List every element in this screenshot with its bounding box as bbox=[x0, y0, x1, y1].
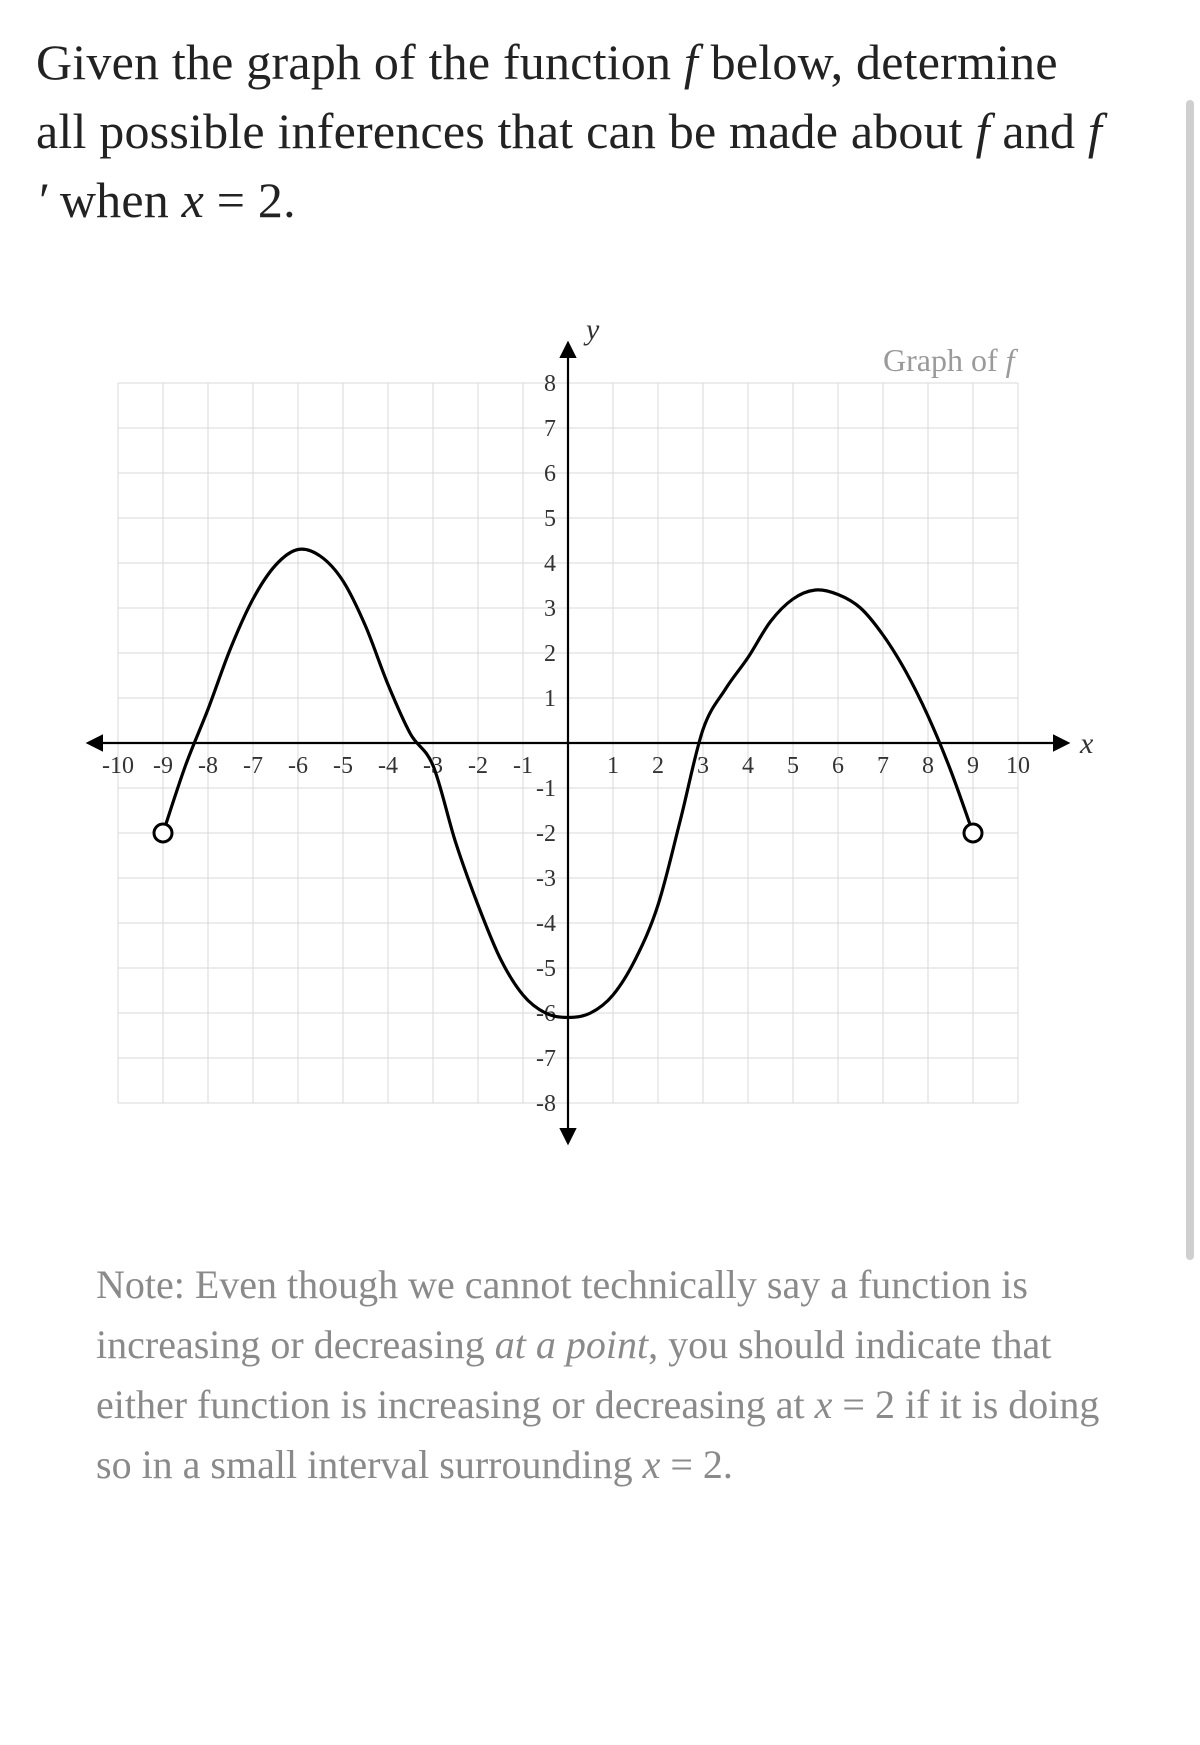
svg-text:5: 5 bbox=[787, 753, 799, 779]
q-val: 2 bbox=[258, 172, 283, 228]
svg-text:-8: -8 bbox=[198, 753, 218, 779]
note-x1: x bbox=[815, 1382, 833, 1427]
svg-text:7: 7 bbox=[544, 416, 556, 442]
scrollbar[interactable] bbox=[1186, 100, 1194, 1260]
q-text-3: when bbox=[47, 172, 182, 228]
svg-text:-1: -1 bbox=[513, 753, 533, 779]
note-val1: 2 bbox=[875, 1382, 895, 1427]
svg-text:6: 6 bbox=[544, 461, 556, 487]
svg-text:-2: -2 bbox=[536, 821, 556, 847]
graph-container: -10-9-8-7-6-5-4-3-2-112345678910-8-7-6-5… bbox=[36, 295, 1160, 1195]
svg-text:8: 8 bbox=[922, 753, 934, 779]
svg-text:9: 9 bbox=[967, 753, 979, 779]
svg-text:-10: -10 bbox=[102, 753, 134, 779]
svg-text:10: 10 bbox=[1006, 753, 1030, 779]
svg-text:-9: -9 bbox=[153, 753, 173, 779]
svg-text:-1: -1 bbox=[536, 776, 556, 802]
q-x: x bbox=[182, 172, 204, 228]
svg-text:2: 2 bbox=[544, 641, 556, 667]
graph-title: Graph of f bbox=[883, 342, 1019, 378]
svg-text:-7: -7 bbox=[536, 1046, 556, 1072]
q-text-1: Given the graph of the function bbox=[36, 34, 684, 90]
svg-text:3: 3 bbox=[697, 753, 709, 779]
svg-text:-6: -6 bbox=[288, 753, 308, 779]
svg-text:-3: -3 bbox=[536, 866, 556, 892]
svg-text:-7: -7 bbox=[243, 753, 263, 779]
note-text: Note: Even though we cannot technically … bbox=[36, 1255, 1160, 1495]
svg-text:-2: -2 bbox=[468, 753, 488, 779]
note-val2: 2 bbox=[703, 1442, 723, 1487]
q-f-2: f bbox=[976, 103, 990, 159]
note-period: . bbox=[723, 1442, 733, 1487]
svg-text:7: 7 bbox=[877, 753, 889, 779]
q-eq: = bbox=[204, 172, 258, 228]
question-text: Given the graph of the function f below,… bbox=[36, 28, 1160, 235]
y-axis-label: y bbox=[583, 313, 600, 346]
svg-text:-5: -5 bbox=[536, 956, 556, 982]
note-eq1: = bbox=[832, 1382, 875, 1427]
svg-text:3: 3 bbox=[544, 596, 556, 622]
svg-text:8: 8 bbox=[544, 371, 556, 397]
svg-text:6: 6 bbox=[832, 753, 844, 779]
svg-text:2: 2 bbox=[652, 753, 664, 779]
svg-text:4: 4 bbox=[742, 753, 754, 779]
svg-text:5: 5 bbox=[544, 506, 556, 532]
svg-text:1: 1 bbox=[607, 753, 619, 779]
q-period: . bbox=[283, 172, 296, 228]
svg-text:1: 1 bbox=[544, 686, 556, 712]
svg-text:-4: -4 bbox=[536, 911, 556, 937]
note-x2: x bbox=[643, 1442, 661, 1487]
function-graph: -10-9-8-7-6-5-4-3-2-112345678910-8-7-6-5… bbox=[48, 295, 1148, 1195]
page: Given the graph of the function f below,… bbox=[0, 0, 1200, 1745]
x-axis-label: x bbox=[1079, 727, 1094, 760]
svg-text:-4: -4 bbox=[378, 753, 398, 779]
svg-text:-5: -5 bbox=[333, 753, 353, 779]
open-endpoint bbox=[964, 824, 982, 842]
q-and: and bbox=[990, 103, 1088, 159]
svg-text:4: 4 bbox=[544, 551, 556, 577]
note-eq2: = bbox=[660, 1442, 703, 1487]
open-endpoint bbox=[154, 824, 172, 842]
q-f-1: f bbox=[684, 34, 698, 90]
svg-text:-8: -8 bbox=[536, 1091, 556, 1117]
note-italic: at a point bbox=[495, 1322, 648, 1367]
